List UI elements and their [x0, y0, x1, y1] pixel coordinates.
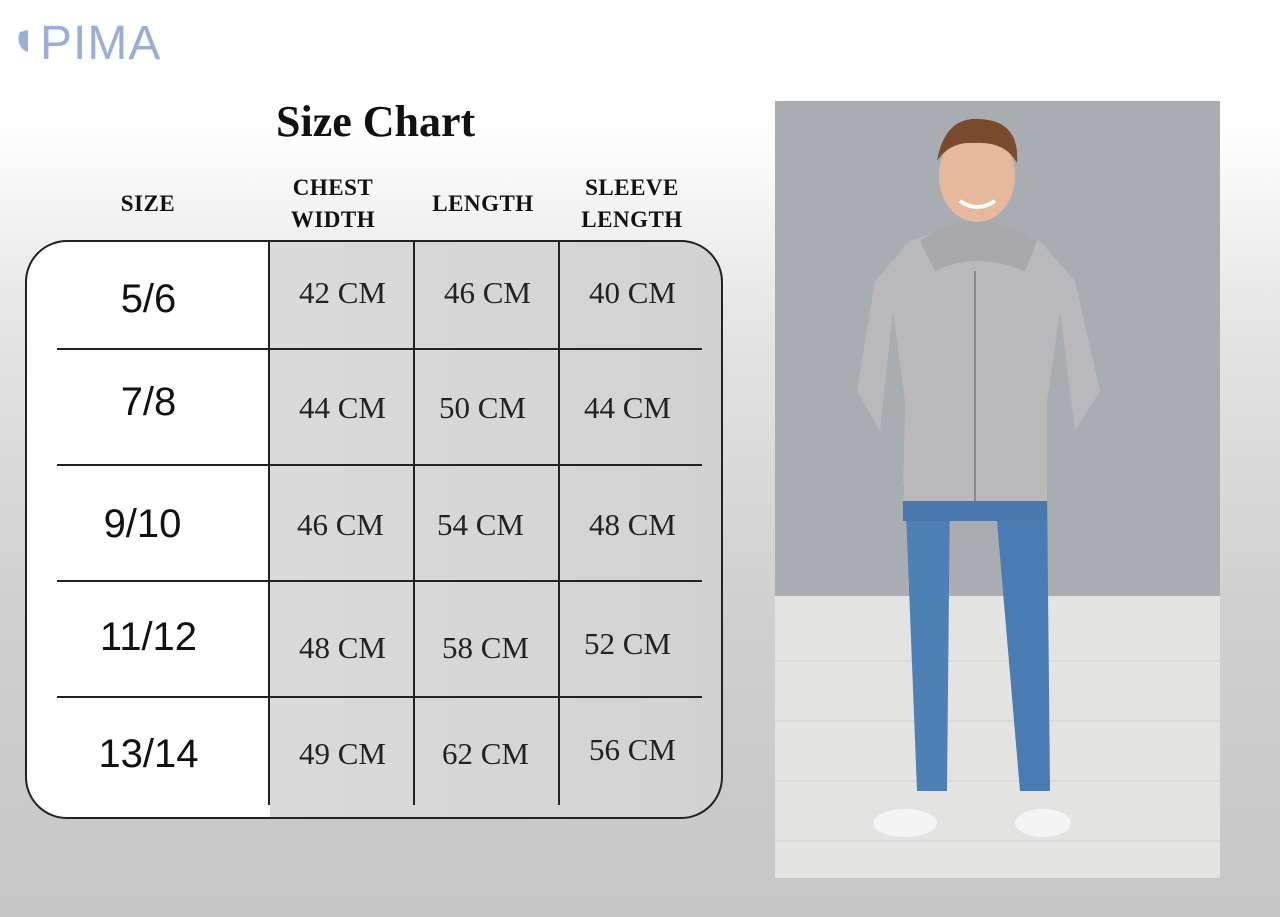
header-chest-width: CHEST WIDTH — [290, 175, 376, 232]
sleeve-cell: 44 CM — [584, 390, 671, 425]
chest-cell: 46 CM — [297, 507, 384, 542]
column-divider — [413, 242, 415, 805]
length-cell: 50 CM — [439, 390, 526, 425]
row-divider — [57, 580, 702, 582]
size-cell: 13/14 — [98, 732, 199, 776]
sleeve-cell: 56 CM — [589, 732, 676, 767]
length-cell: 46 CM — [444, 275, 531, 310]
model-photo — [775, 101, 1220, 878]
chest-cell: 48 CM — [299, 630, 386, 665]
sleeve-cell: 40 CM — [589, 275, 676, 310]
size-cell: 9/10 — [103, 502, 182, 546]
sleeve-cell: 48 CM — [589, 507, 676, 542]
length-cell: 58 CM — [442, 630, 529, 665]
logo-text: PIMA — [40, 17, 162, 70]
length-cell: 54 CM — [437, 507, 524, 542]
size-table: 5/6 42 CM 46 CM 40 CM 7/8 44 CM 50 CM 44… — [25, 240, 723, 819]
column-divider — [268, 242, 270, 805]
size-cell: 5/6 — [120, 277, 177, 321]
column-divider — [558, 242, 560, 805]
size-cell: 7/8 — [120, 380, 177, 424]
row-divider — [57, 696, 702, 698]
chest-cell: 42 CM — [299, 275, 386, 310]
length-cell: 62 CM — [442, 736, 529, 771]
header-sleeve-length: SLEEVE LENGTH — [581, 175, 683, 232]
header-size: SIZE — [120, 191, 176, 216]
page-title: Size Chart — [276, 97, 476, 146]
chest-cell: 49 CM — [299, 736, 386, 771]
size-cell: 11/12 — [99, 615, 198, 659]
row-divider — [57, 348, 702, 350]
row-divider — [57, 464, 702, 466]
sleeve-cell: 52 CM — [584, 626, 671, 661]
header-length: LENGTH — [432, 191, 534, 216]
brand-logo: PIMA — [14, 10, 184, 70]
leaf-icon — [18, 30, 28, 52]
chest-cell: 44 CM — [299, 390, 386, 425]
